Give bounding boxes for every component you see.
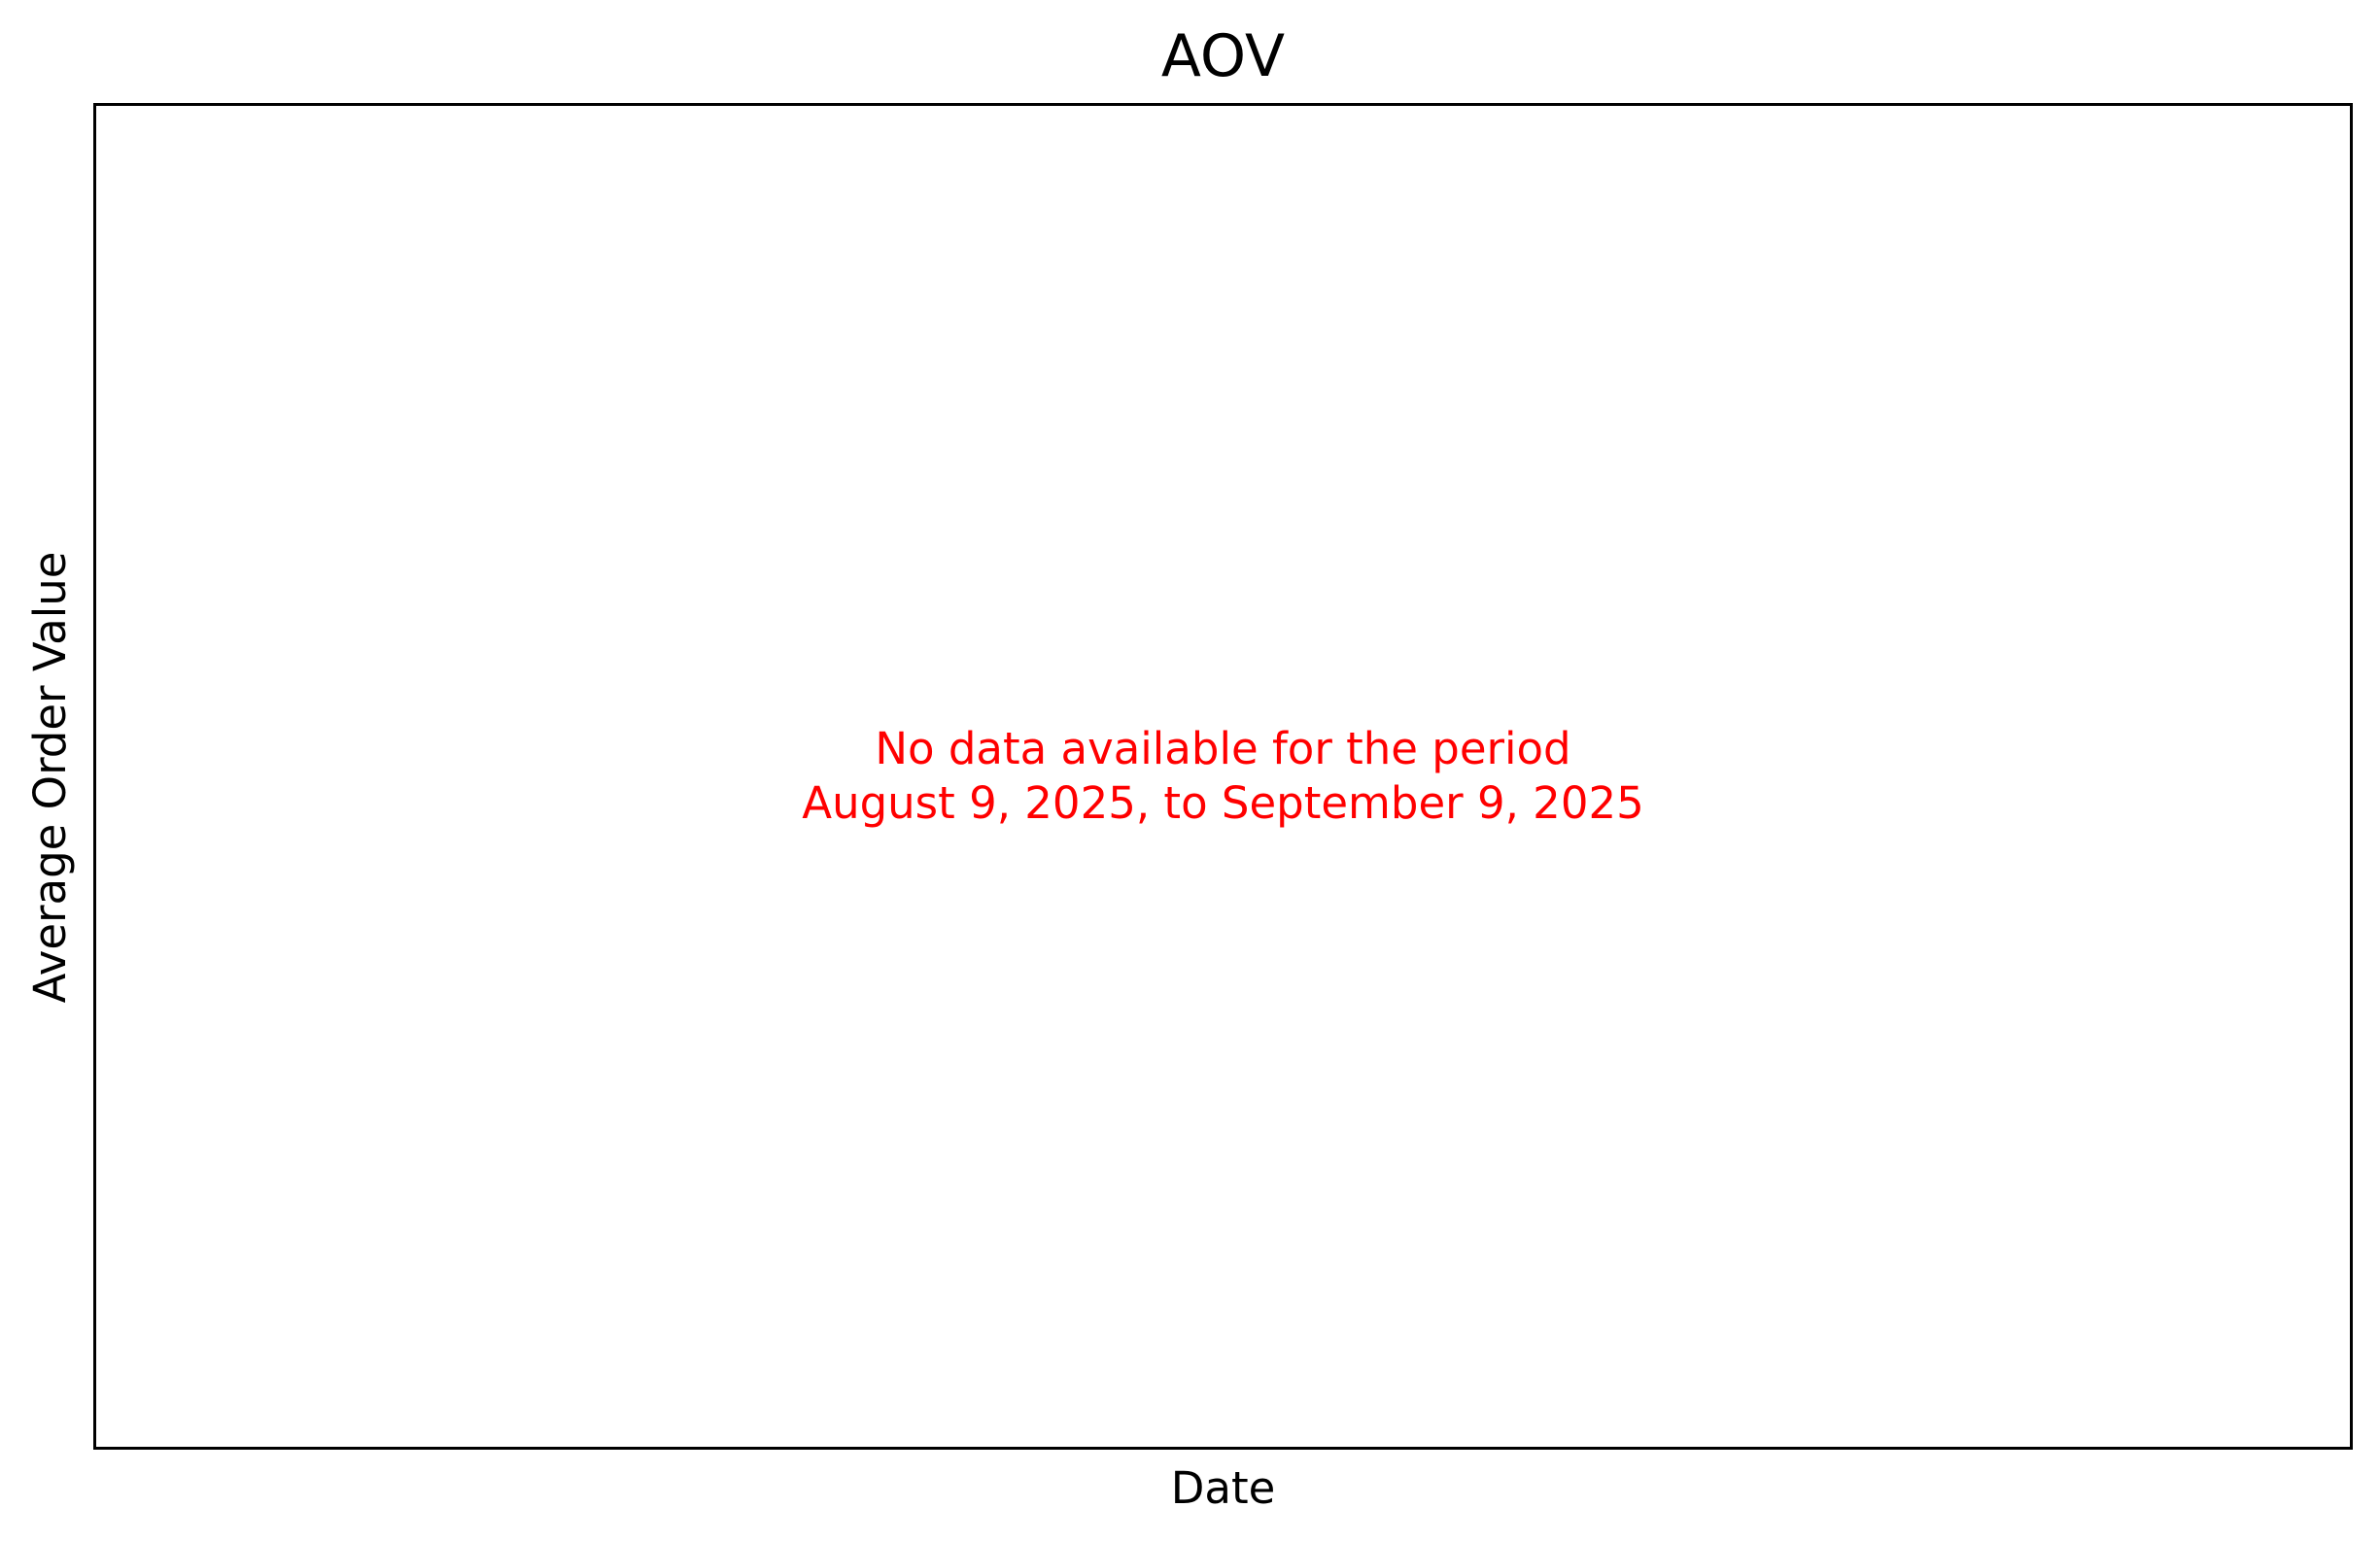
no-data-message-line-2: August 9, 2025, to September 9, 2025 bbox=[802, 777, 1644, 829]
no-data-message: No data available for the period August … bbox=[96, 722, 2350, 831]
y-axis-label: Average Order Value bbox=[24, 551, 76, 1004]
no-data-message-line-1: No data available for the period bbox=[875, 723, 1571, 774]
x-axis-label: Date bbox=[1170, 1462, 1276, 1514]
chart-title: AOV bbox=[1160, 22, 1286, 90]
plot-area: No data available for the period August … bbox=[93, 103, 2353, 1450]
